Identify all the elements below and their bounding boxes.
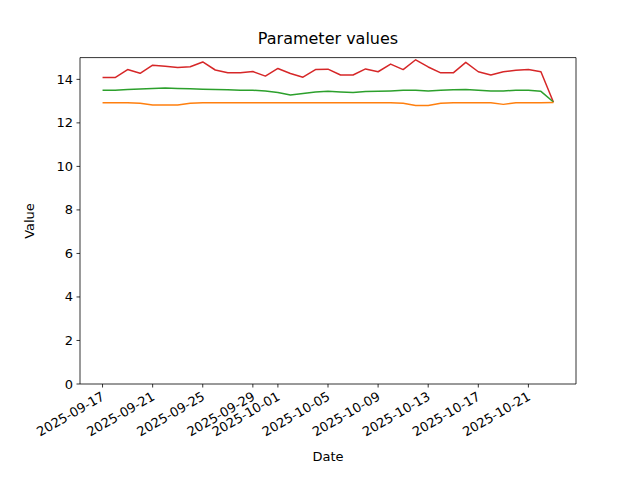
y-tick-label: 10 bbox=[56, 159, 73, 174]
y-tick-label: 12 bbox=[56, 115, 73, 130]
chart-title: Parameter values bbox=[80, 29, 576, 48]
figure: 024681012142025-09-172025-09-212025-09-2… bbox=[0, 0, 640, 480]
y-axis-label: Value bbox=[22, 203, 37, 239]
y-tick-label: 8 bbox=[65, 202, 73, 217]
x-axis-label: Date bbox=[80, 449, 576, 464]
orange-series-line bbox=[103, 102, 554, 105]
red-series-line bbox=[103, 60, 554, 102]
plot-svg: 024681012142025-09-172025-09-212025-09-2… bbox=[0, 0, 640, 480]
green-series-line bbox=[103, 88, 554, 102]
axes-spines bbox=[80, 58, 576, 384]
y-tick-label: 4 bbox=[65, 289, 73, 304]
y-tick-label: 14 bbox=[56, 72, 73, 87]
y-tick-label: 6 bbox=[65, 246, 73, 261]
y-tick-label: 2 bbox=[65, 333, 73, 348]
y-tick-label: 0 bbox=[65, 377, 73, 392]
